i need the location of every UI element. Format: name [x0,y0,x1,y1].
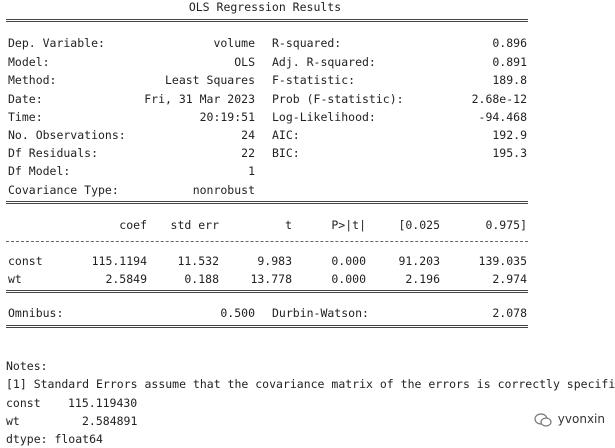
coef-cell: 13.778 [250,272,292,286]
summary-label: Model: [8,55,50,69]
coef-cell: 2.196 [405,272,440,286]
summary-value: 1 [248,164,255,178]
summary-label: BIC: [272,146,300,160]
param-name: wt [6,414,20,428]
dtype-line: dtype: float64 [6,432,103,446]
summary-value: 22 [241,146,255,160]
coef-cell: 0.000 [331,272,366,286]
summary-value: 195.3 [492,146,527,160]
summary-label: Df Residuals: [8,146,99,160]
omnibus-value: 0.500 [220,306,255,320]
summary-label: Dep. Variable: [8,36,105,50]
notes-header: Notes: [6,359,48,373]
summary-value: 20:19:51 [199,110,255,124]
summary-label: No. Observations: [8,128,126,142]
summary-value: Least Squares [164,73,255,87]
summary-value: 0.891 [492,55,527,69]
page-title: OLS Regression Results [188,0,342,14]
dw-value: 2.078 [492,306,527,320]
wechat-icon [534,412,552,427]
summary-value: 189.8 [492,73,527,87]
summary-label: Method: [8,73,57,87]
coef-cell: 91.203 [398,254,440,268]
rule-top [6,19,528,22]
summary-value: volume [213,36,255,50]
coef-cell: 9.983 [257,254,292,268]
param-value: 115.119430 [68,396,138,410]
notes-line: [1] Standard Errors assume that the cova… [6,377,615,391]
summary-value: 192.9 [492,128,527,142]
summary-value: 2.68e-12 [471,92,527,106]
rule-bottom [6,325,528,328]
summary-label: Time: [8,110,43,124]
coef-header: P>|t| [331,218,366,232]
rule-coef-header [6,241,528,242]
coef-row-name: wt [8,272,22,286]
param-name: const [6,396,41,410]
summary-label: F-statistic: [272,73,356,87]
summary-label: Date: [8,92,43,106]
coef-cell: 2.5849 [105,272,147,286]
summary-value: OLS [234,55,255,69]
coef-header: [0.025 [398,218,440,232]
watermark: yvonxin [534,412,605,427]
coef-cell: 139.035 [478,254,527,268]
summary-label: Prob (F-statistic): [272,92,404,106]
summary-label: Df Model: [8,164,71,178]
coef-cell: 0.188 [184,272,219,286]
coef-header: t [285,218,292,232]
summary-value: 24 [241,128,255,142]
coef-header: coef [119,218,147,232]
watermark-text: yvonxin [557,412,605,426]
coef-cell: 0.000 [331,254,366,268]
coef-cell: 2.974 [492,272,527,286]
summary-value: 0.896 [492,36,527,50]
summary-label: Adj. R-squared: [272,55,376,69]
summary-label: AIC: [272,128,300,142]
coef-row-name: const [8,254,43,268]
coef-header: std err [170,218,219,232]
summary-label: Covariance Type: [8,183,119,197]
summary-value: -94.468 [478,110,527,124]
summary-value: nonrobust [192,183,255,197]
omnibus-label: Omnibus: [8,306,64,320]
rule-coef-end [6,290,528,293]
summary-label: R-squared: [272,36,342,50]
dw-label: Durbin-Watson: [272,306,369,320]
coef-cell: 115.1194 [91,254,147,268]
coef-header: 0.975] [485,218,527,232]
rule-summary-end [6,201,528,204]
coef-cell: 11.532 [177,254,219,268]
summary-value: Fri, 31 Mar 2023 [144,92,255,106]
param-value: 2.584891 [82,414,138,428]
summary-label: Log-Likelihood: [272,110,376,124]
